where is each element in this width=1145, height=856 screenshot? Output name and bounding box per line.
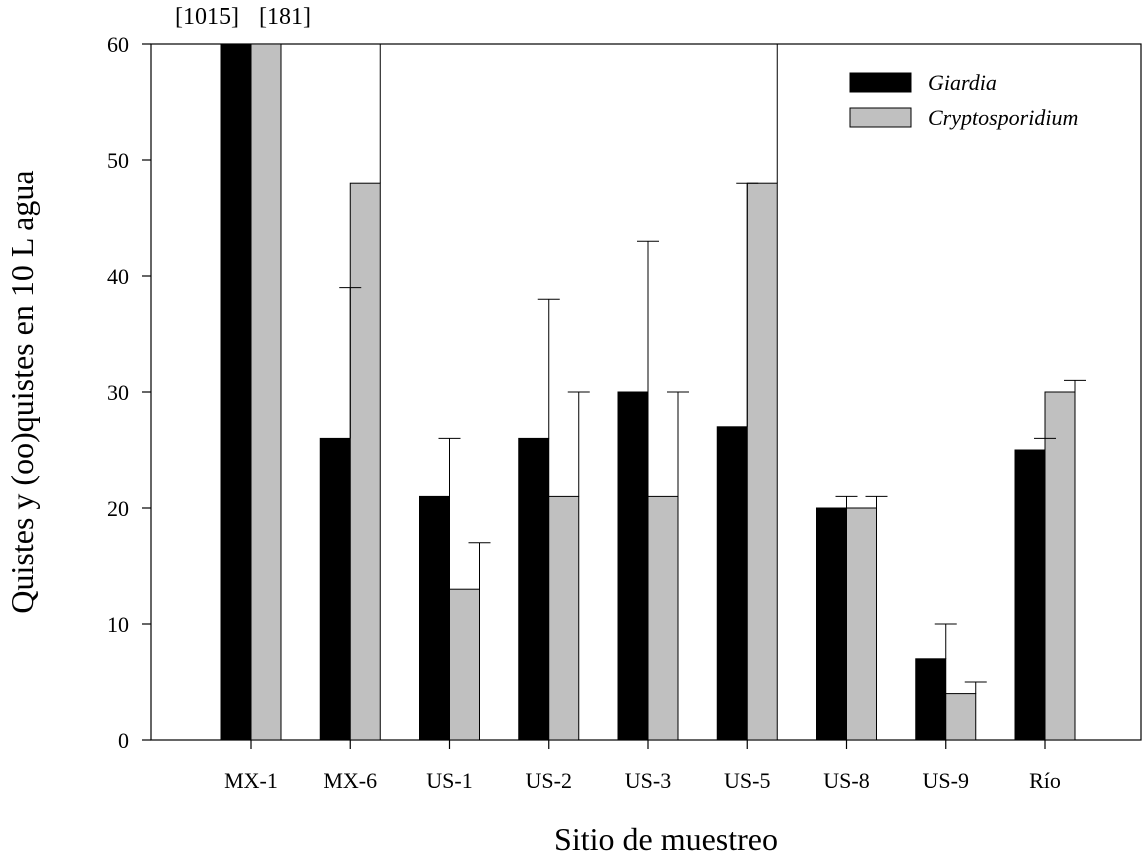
x-tick-label-Río: Río xyxy=(1029,768,1061,793)
y-tick-label-0: 0 xyxy=(118,728,129,753)
x-tick-label-US-1: US-1 xyxy=(426,768,472,793)
bar-giardia-US-2 xyxy=(518,437,550,741)
legend: Giardia Cryptosporidium xyxy=(849,70,1078,130)
bar-cryptosporidium-US-3 xyxy=(647,495,679,741)
x-axis: MX-1 MX-6 US-1 US-2 US-3 US-5 US-8 US-9 Río xyxy=(224,740,1061,793)
bar-cryptosporidium-US-1 xyxy=(449,588,480,741)
x-axis-title: Sitio de muestreo xyxy=(554,821,778,856)
bar-cryptosporidium-Río xyxy=(1044,391,1076,741)
bars-group xyxy=(220,43,1076,741)
y-tick-label-20: 20 xyxy=(107,496,129,521)
bar-giardia-MX-6 xyxy=(319,437,351,741)
bar-cryptosporidium-US-5 xyxy=(746,182,778,741)
bar-giardia-US-8 xyxy=(816,507,847,741)
y-axis-title: Quistes y (oo)quistes en 10 L agua xyxy=(4,170,40,613)
bar-giardia-US-5 xyxy=(716,426,748,741)
x-tick-label-US-5: US-5 xyxy=(724,768,770,793)
overflow-label-giardia: [1015] xyxy=(175,4,239,30)
bar-giardia-MX-1 xyxy=(220,43,252,741)
bar-giardia-US-1 xyxy=(419,495,450,741)
y-axis: 0 10 20 30 40 50 60 xyxy=(107,32,151,753)
bar-cryptosporidium-MX-6 xyxy=(349,182,381,741)
bar-cryptosporidium-US-2 xyxy=(548,495,580,741)
y-tick-label-40: 40 xyxy=(107,264,129,289)
bar-giardia-US-3 xyxy=(617,391,649,741)
x-tick-label-US-3: US-3 xyxy=(625,768,671,793)
x-tick-label-MX-1: MX-1 xyxy=(224,768,278,793)
legend-swatch-giardia xyxy=(849,72,912,93)
legend-swatch-cryptosporidium xyxy=(849,107,912,128)
bar-giardia-Río xyxy=(1014,449,1046,741)
overflow-label-cryptosporidium: [181] xyxy=(259,4,311,30)
y-tick-label-10: 10 xyxy=(107,612,129,637)
bar-cryptosporidium-US-8 xyxy=(846,507,877,741)
legend-label-cryptosporidium: Cryptosporidium xyxy=(928,105,1078,130)
bar-giardia-US-9 xyxy=(915,658,947,741)
bar-cryptosporidium-US-9 xyxy=(945,693,977,741)
y-tick-label-60: 60 xyxy=(107,32,129,57)
y-tick-label-30: 30 xyxy=(107,380,129,405)
x-tick-label-US-8: US-8 xyxy=(823,768,869,793)
error-bars-group xyxy=(339,44,1086,694)
x-tick-label-MX-6: MX-6 xyxy=(323,768,377,793)
x-tick-label-US-2: US-2 xyxy=(526,768,572,793)
y-tick-label-50: 50 xyxy=(107,148,129,173)
bar-cryptosporidium-MX-1 xyxy=(250,43,282,741)
x-tick-label-US-9: US-9 xyxy=(923,768,969,793)
legend-label-giardia: Giardia xyxy=(928,70,997,95)
